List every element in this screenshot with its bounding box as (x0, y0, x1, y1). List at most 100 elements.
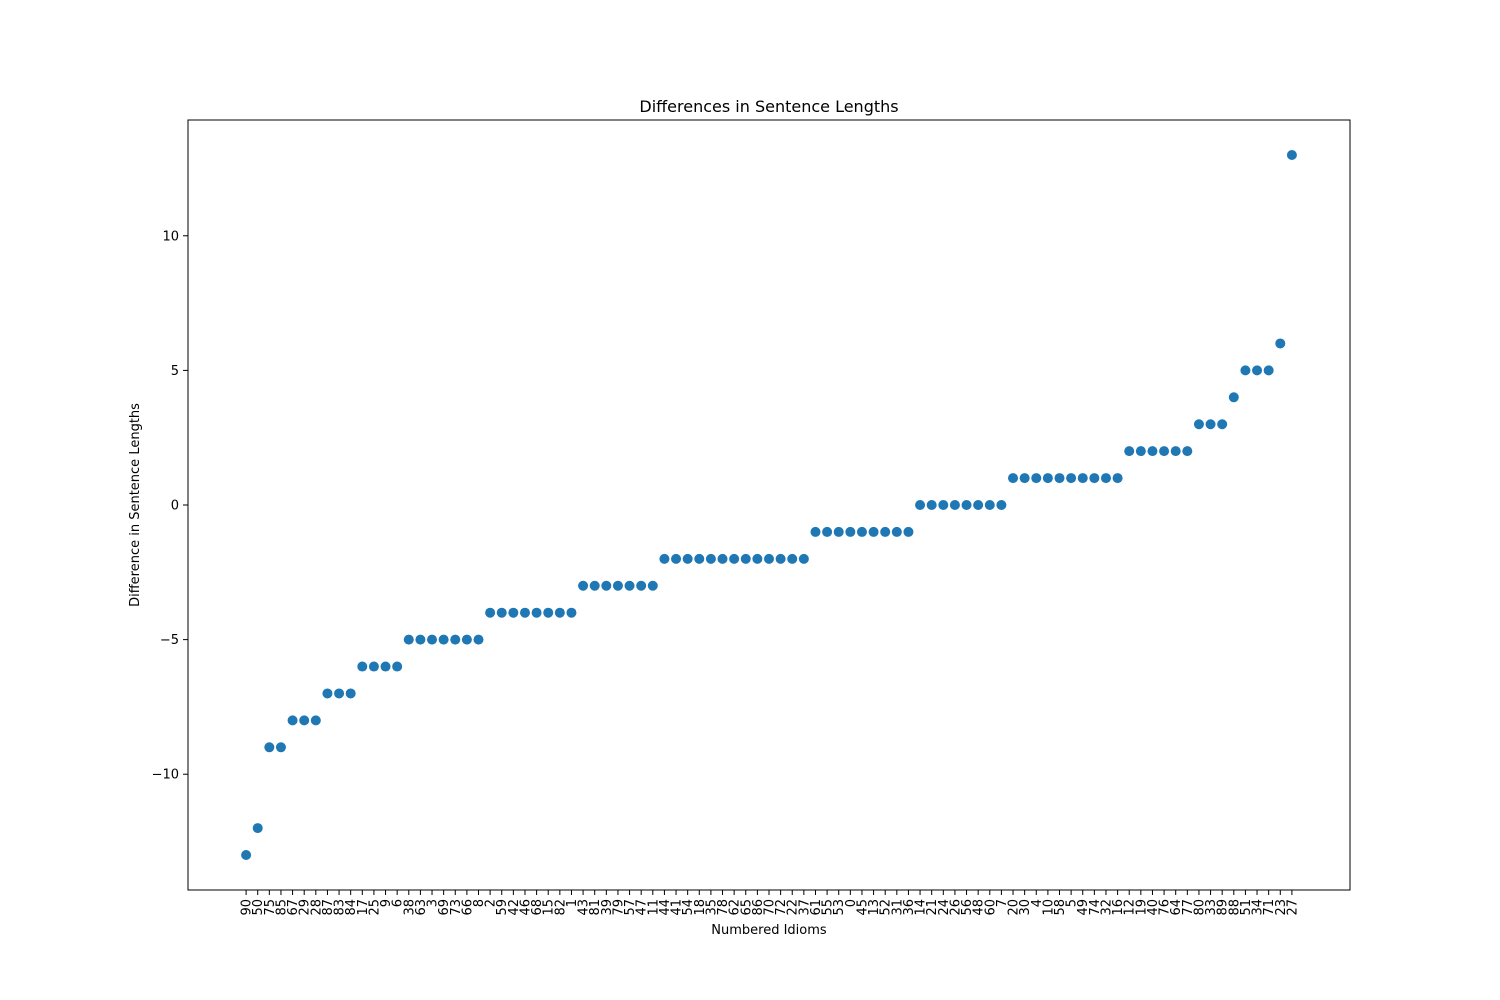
x-tick-label: 77 (1181, 899, 1196, 916)
data-point (915, 500, 926, 510)
data-point (868, 526, 879, 537)
data-point (996, 500, 1007, 510)
data-point (357, 661, 368, 672)
x-tick-label: 89 (1216, 899, 1231, 916)
x-tick-label: 16 (1111, 899, 1126, 916)
data-point (647, 580, 658, 591)
x-tick-label: 0 (844, 899, 859, 907)
data-point (508, 607, 519, 618)
data-point (1217, 419, 1228, 430)
x-tick-label: 56 (960, 899, 975, 916)
x-tick-label: 15 (542, 899, 557, 916)
x-tick-label: 46 (518, 899, 533, 916)
data-point (427, 634, 438, 645)
data-point (1100, 473, 1111, 484)
data-point (845, 526, 856, 537)
data-point (1031, 473, 1042, 484)
x-tick-label: 30 (1018, 899, 1033, 916)
x-tick-label: 5 (1065, 899, 1080, 907)
y-axis-ticks: −10 −5 0 5 10 (152, 229, 188, 783)
x-tick-label: 8 (472, 899, 487, 907)
x-tick-label: 4 (1030, 899, 1045, 907)
data-point (334, 688, 345, 699)
data-point (1275, 338, 1286, 349)
data-point (299, 715, 310, 726)
x-tick-label: 36 (902, 899, 917, 916)
data-point (1089, 473, 1100, 484)
x-tick-label: 72 (774, 899, 789, 916)
data-point (485, 607, 496, 618)
data-point (833, 526, 844, 537)
y-axis-label: Difference in Sentence Lengths (128, 403, 143, 607)
x-tick-label: 34 (1251, 899, 1266, 916)
x-tick-label: 58 (1053, 899, 1068, 916)
data-point (624, 580, 635, 591)
x-tick-label: 68 (530, 899, 545, 916)
data-point (1054, 473, 1065, 484)
x-tick-label: 14 (914, 899, 929, 916)
x-tick-label: 73 (449, 899, 464, 916)
chart-title: Differences in Sentence Lengths (639, 97, 898, 116)
x-tick-label: 48 (972, 899, 987, 916)
x-tick-label: 11 (646, 899, 661, 916)
x-tick-label: 84 (344, 899, 359, 916)
data-point (764, 553, 774, 564)
data-point (961, 500, 972, 510)
data-point (659, 553, 670, 564)
x-tick-label: 3 (426, 899, 441, 907)
x-tick-label: 38 (402, 899, 417, 916)
data-point (903, 526, 914, 537)
x-tick-label: 7 (995, 899, 1010, 907)
data-point (1019, 473, 1030, 484)
data-point (1112, 473, 1123, 484)
x-tick-label: 80 (1192, 899, 1207, 916)
data-point (566, 607, 577, 618)
data-point (856, 526, 867, 537)
x-tick-label: 66 (460, 899, 475, 916)
data-point (1135, 446, 1146, 457)
data-point (1124, 446, 1135, 457)
data-point (810, 526, 821, 537)
x-tick-label: 21 (925, 899, 940, 916)
x-tick-label: 32 (1099, 899, 1114, 916)
x-tick-label: 1 (565, 899, 580, 907)
data-point (1147, 446, 1158, 457)
data-point (450, 634, 461, 645)
data-point (252, 823, 263, 834)
x-tick-label: 25 (367, 899, 382, 916)
x-tick-label: 90 (240, 899, 255, 916)
x-tick-label: 41 (670, 899, 685, 916)
data-point (601, 580, 612, 591)
data-point (1193, 419, 1204, 430)
x-tick-label: 23 (1274, 899, 1289, 916)
data-point (345, 688, 356, 699)
data-point (1252, 365, 1263, 376)
x-tick-label: 17 (356, 899, 371, 916)
x-tick-label: 59 (495, 899, 510, 916)
data-point (891, 526, 902, 537)
data-point (1159, 446, 1170, 457)
data-point (473, 634, 484, 645)
x-tick-label: 19 (1134, 899, 1149, 916)
data-point (543, 607, 554, 618)
data-point (275, 742, 286, 753)
x-tick-label: 40 (1146, 899, 1161, 916)
x-tick-label: 9 (379, 899, 394, 907)
data-point (531, 607, 542, 618)
x-tick-label: 10 (1041, 899, 1056, 916)
x-tick-label: 79 (611, 899, 626, 916)
data-point (403, 634, 414, 645)
x-tick-label: 87 (321, 899, 336, 916)
x-tick-label: 53 (832, 899, 847, 916)
data-point (694, 553, 705, 564)
data-point (438, 634, 449, 645)
data-point (1042, 473, 1053, 484)
data-point (798, 553, 809, 564)
data-point (729, 553, 740, 564)
data-point (949, 500, 960, 510)
x-tick-label: 28 (309, 899, 324, 916)
x-tick-label: 39 (600, 899, 615, 916)
x-tick-label: 6 (391, 899, 406, 907)
data-point (973, 500, 984, 510)
